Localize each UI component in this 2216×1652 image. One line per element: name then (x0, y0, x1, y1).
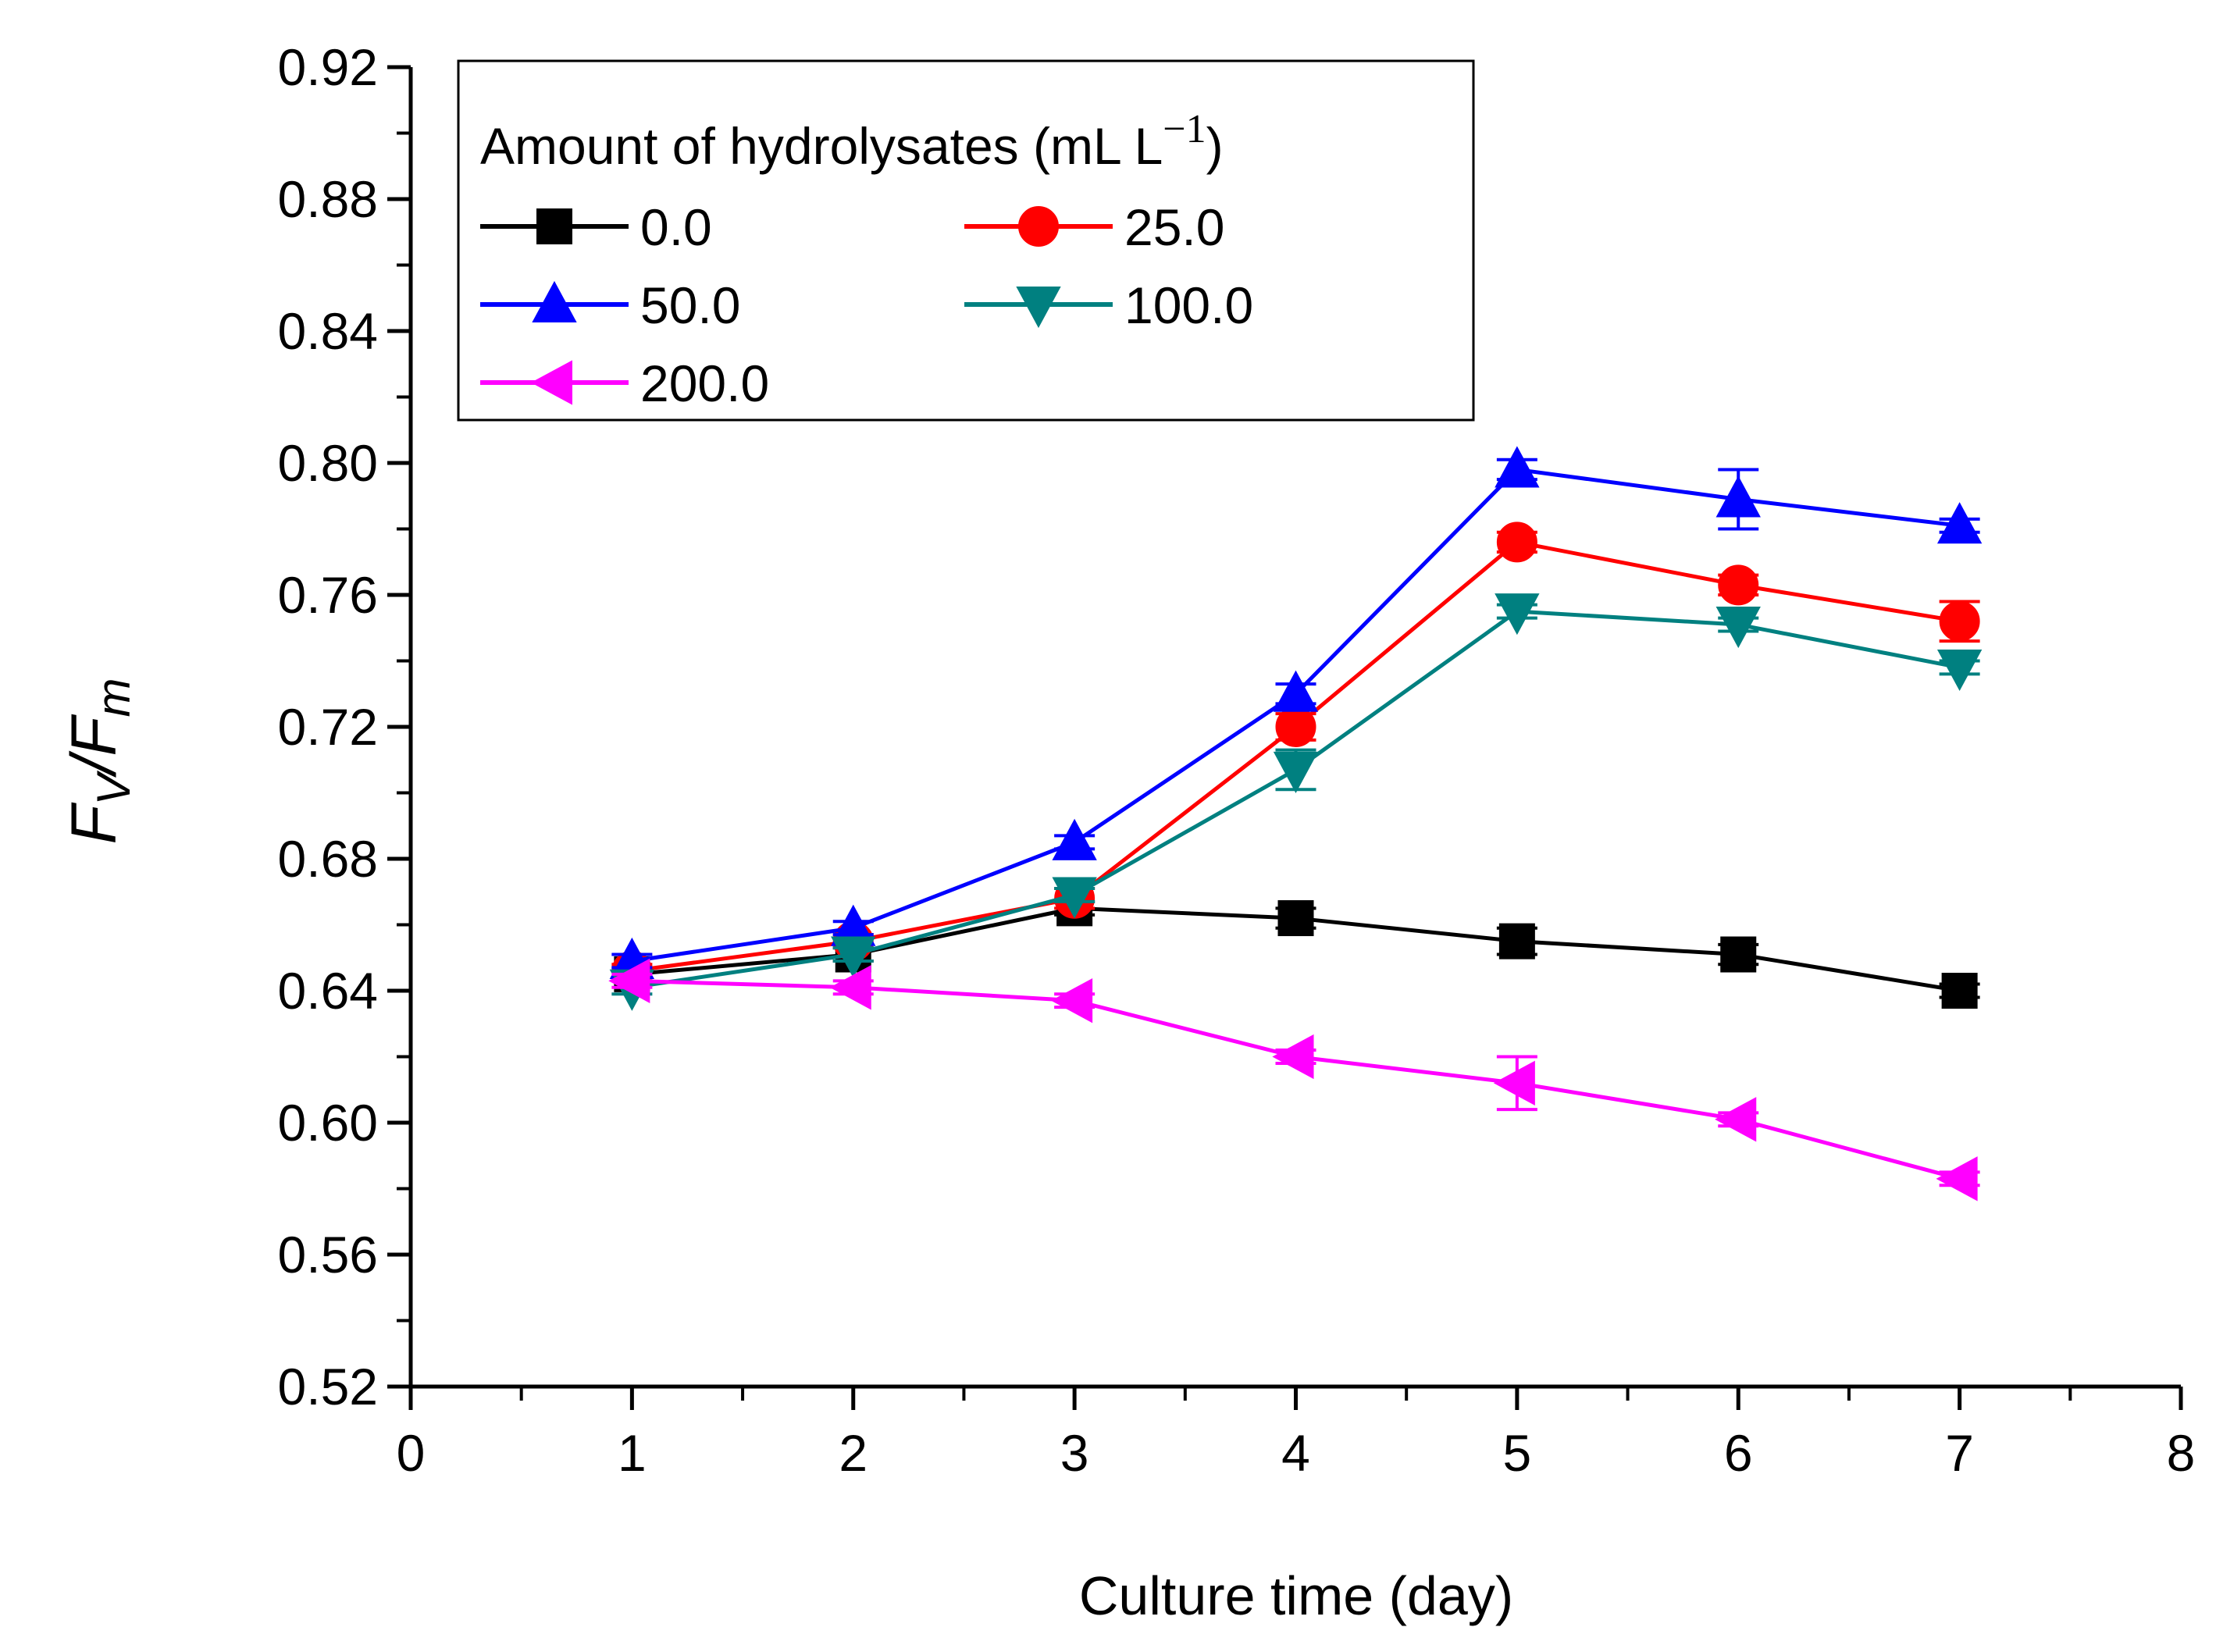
data-point (1720, 936, 1757, 973)
data-point (1941, 973, 1978, 1009)
y-tick-label: 0.64 (278, 962, 378, 1020)
data-point (1493, 1060, 1535, 1105)
data-point (1495, 593, 1540, 636)
legend-title: Amount of hydrolysates (mL L−1) (480, 107, 1224, 175)
data-point (1939, 600, 1980, 642)
legend-items: 0.0 25.0 50.0 100.0 200.0 (480, 198, 1253, 412)
y-tick-label: 0.68 (278, 830, 378, 888)
data-point (829, 965, 871, 1010)
legend-item-25.0: 25.0 (964, 198, 1224, 256)
series-0.0 (611, 890, 1980, 1009)
legend-title-text: Amount of hydrolysates (mL L (480, 117, 1163, 175)
y-axis-title-f2: F (59, 714, 130, 757)
x-tick-label: 7 (1945, 1424, 1974, 1482)
y-tick-label: 0.76 (278, 566, 378, 624)
data-point (1936, 649, 1983, 692)
x-tick-label: 8 (2167, 1424, 2196, 1482)
data-point (831, 936, 876, 978)
x-tick-label: 1 (618, 1424, 647, 1482)
legend-label: 25.0 (1124, 198, 1224, 256)
plot-series (608, 446, 1983, 1202)
data-point (1715, 607, 1761, 649)
legend-item-100.0: 100.0 (964, 276, 1253, 334)
y-tick-label: 0.84 (278, 302, 378, 360)
x-tick-label: 6 (1724, 1424, 1753, 1482)
data-point (1051, 977, 1093, 1024)
data-point (1718, 564, 1759, 606)
y-tick-label: 0.52 (278, 1358, 378, 1415)
legend-label: 100.0 (1124, 276, 1253, 334)
y-tick-label: 0.56 (278, 1226, 378, 1284)
x-axis-ticks: 0 1 2 3 4 5 6 7 8 (397, 1387, 2196, 1482)
data-point (1273, 670, 1319, 712)
data-point (608, 958, 650, 1004)
x-tick-label: 5 (1503, 1424, 1532, 1482)
data-point (1275, 707, 1316, 747)
legend-marker (532, 280, 577, 322)
data-point (1715, 1097, 1757, 1142)
legend-label: 50.0 (640, 276, 740, 334)
data-point (1495, 446, 1540, 488)
legend-marker (1016, 287, 1061, 329)
legend-item-200.0: 200.0 (480, 354, 769, 412)
series-200.0 (608, 958, 1980, 1202)
legend-marker (1018, 206, 1059, 247)
x-tick-label: 4 (1281, 1424, 1310, 1482)
series-line (632, 978, 1961, 1181)
data-point (1496, 522, 1537, 563)
y-tick-label: 0.60 (278, 1094, 378, 1152)
x-tick-label: 2 (839, 1424, 868, 1482)
legend-marker (536, 208, 572, 244)
legend-item-0.0: 0.0 (480, 198, 712, 256)
legend-title-sup: −1 (1163, 107, 1206, 151)
y-tick-label: 0.88 (278, 170, 378, 228)
y-axis-title: FV/Fm (59, 678, 140, 845)
data-point (1052, 818, 1097, 860)
data-point (1272, 1034, 1314, 1080)
y-tick-label: 0.72 (278, 698, 378, 756)
legend-label: 0.0 (640, 198, 712, 256)
y-axis-title-sub-m: m (87, 678, 140, 717)
data-point (1498, 923, 1535, 960)
y-axis-title-sub-v: V (87, 770, 140, 805)
data-point (1936, 502, 1983, 544)
data-point (1052, 877, 1097, 919)
x-axis-title: Culture time (day) (1079, 1565, 1513, 1626)
legend-marker (530, 360, 572, 405)
x-tick-label: 3 (1060, 1424, 1089, 1482)
x-tick-label: 0 (397, 1424, 426, 1482)
data-point (1277, 900, 1314, 937)
y-axis-ticks: 0.52 0.56 0.60 0.64 0.68 0.72 0.76 0.80 0.84 0.88… (278, 38, 411, 1415)
y-tick-label: 0.92 (278, 38, 378, 96)
y-axis-title-f1: F (59, 803, 130, 845)
legend-item-50.0: 50.0 (480, 276, 740, 334)
data-point (1273, 751, 1319, 794)
svg-text:FV/Fm: FV/Fm (59, 678, 140, 845)
legend-title-close: ) (1206, 117, 1224, 175)
y-tick-label: 0.80 (278, 434, 378, 492)
legend: Amount of hydrolysates (mL L−1) 0.0 25.0 5… (457, 59, 1475, 422)
legend-box (457, 59, 1475, 422)
legend-label: 200.0 (640, 354, 769, 412)
data-point (1715, 475, 1761, 518)
data-point (1936, 1156, 1978, 1202)
